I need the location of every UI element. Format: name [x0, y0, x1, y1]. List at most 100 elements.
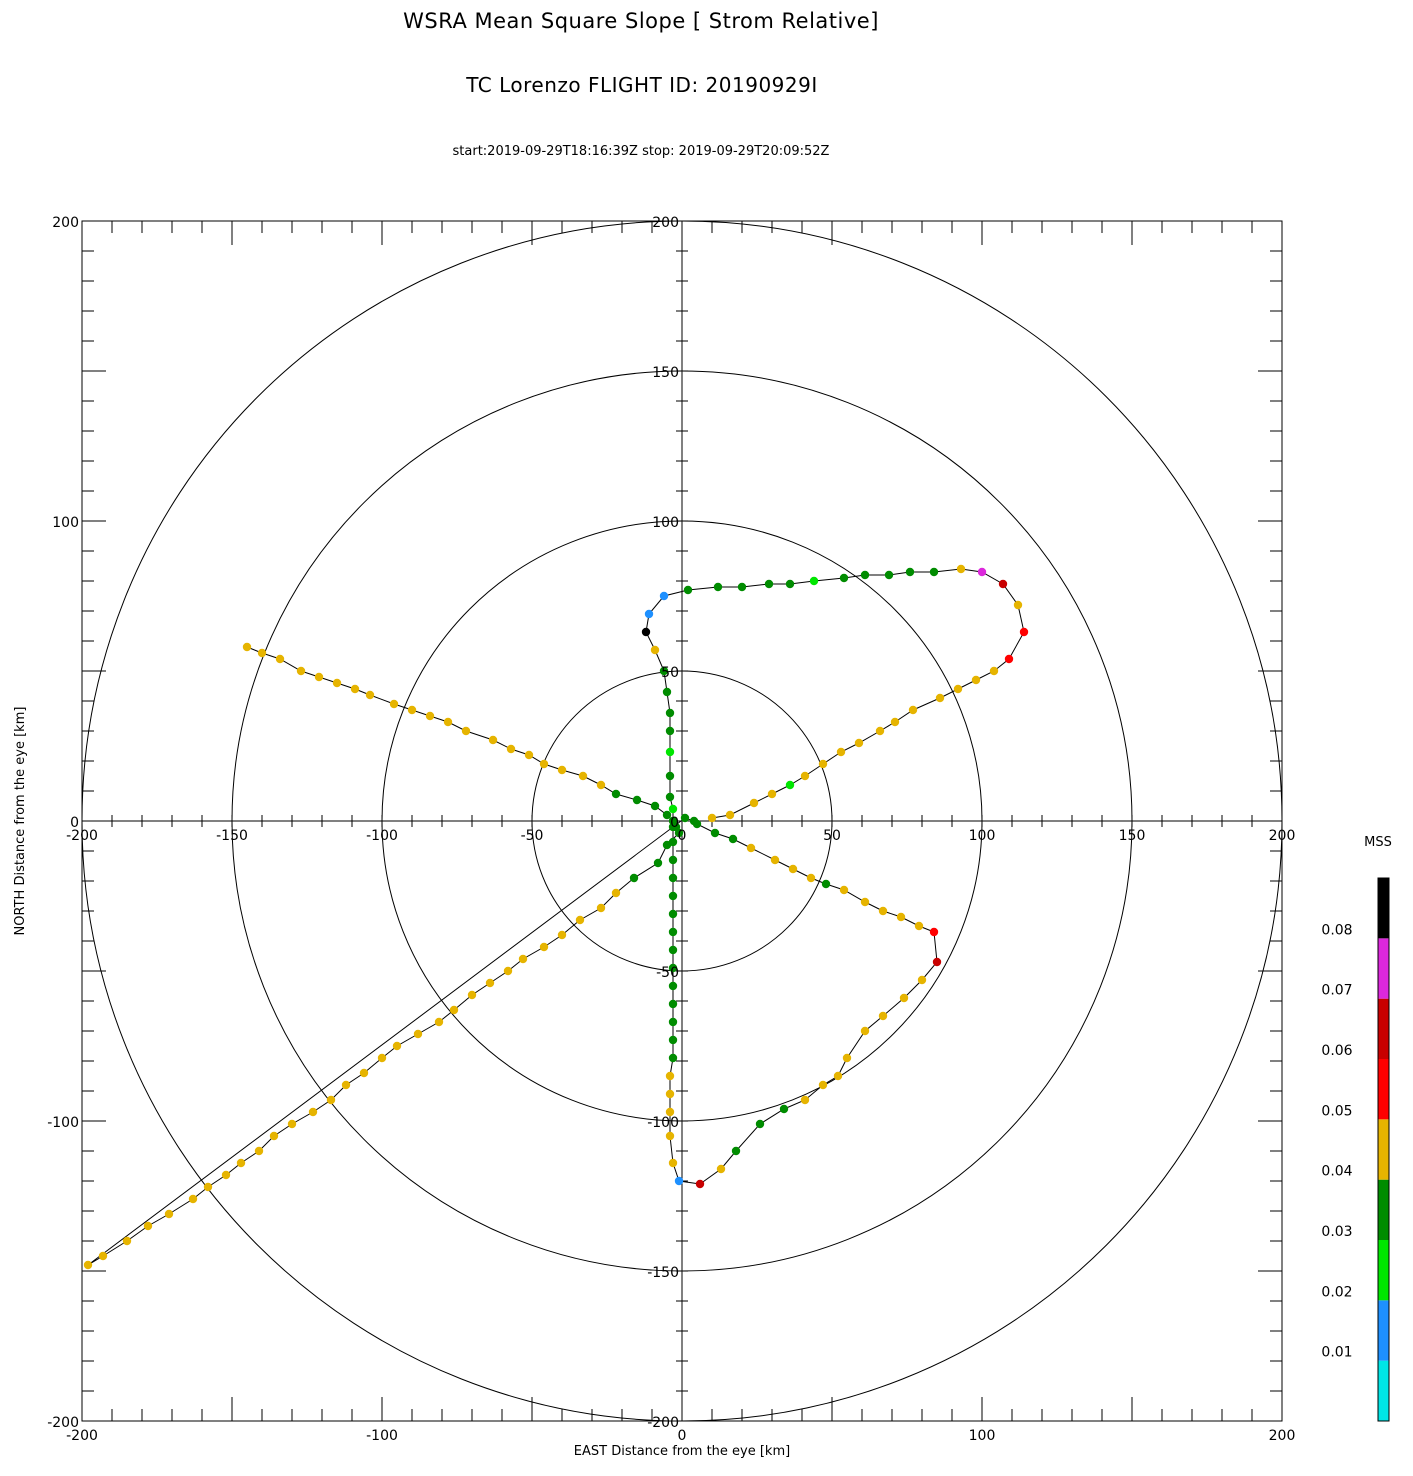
mss-point — [896, 912, 906, 922]
mss-point — [932, 957, 942, 967]
center-x-label: -50 — [521, 828, 544, 844]
mss-point — [650, 645, 660, 655]
mss-point — [878, 906, 888, 916]
mss-point — [611, 789, 621, 799]
mss-point — [764, 579, 774, 589]
center-y-label: 100 — [652, 515, 679, 531]
mss-point — [389, 699, 399, 709]
mss-point — [710, 828, 720, 838]
mss-point — [707, 813, 717, 823]
mss-point — [275, 654, 285, 664]
mss-point — [749, 798, 759, 808]
mss-point — [842, 1053, 852, 1063]
x-tick-label: -100 — [366, 1428, 398, 1444]
mss-point — [998, 579, 1008, 589]
y-tick-label: -100 — [47, 1115, 79, 1131]
mss-point — [425, 711, 435, 721]
mss-point — [800, 1095, 810, 1105]
mss-point — [341, 1080, 351, 1090]
mss-point — [350, 684, 360, 694]
mss-point — [674, 1176, 684, 1186]
mss-point — [899, 993, 909, 1003]
center-x-label: -200 — [66, 828, 98, 844]
mss-point — [539, 759, 549, 769]
colorbar-segment — [1378, 1360, 1389, 1421]
mss-point — [557, 765, 567, 775]
mss-point — [662, 687, 672, 697]
mss-point — [668, 927, 678, 937]
axis-labels: -200 -100 0 100 200 -200 -100 0 100 200 -200 -150 -1… — [47, 215, 1295, 1444]
mss-point — [665, 1071, 675, 1081]
mss-point — [665, 771, 675, 781]
mss-point — [674, 828, 684, 838]
mss-point — [557, 930, 567, 940]
mss-point — [596, 780, 606, 790]
colorbar-segment — [1378, 878, 1389, 939]
mss-point — [485, 978, 495, 988]
mss-point — [956, 564, 966, 574]
mss-point — [818, 759, 828, 769]
mss-point — [467, 990, 477, 1000]
center-x-label: 200 — [1269, 828, 1296, 844]
mss-point — [770, 855, 780, 865]
mss-point — [665, 1131, 675, 1141]
center-y-label: -200 — [647, 1415, 679, 1431]
y-tick-label: 200 — [52, 215, 79, 231]
colorbar-label: 0.05 — [1321, 1103, 1352, 1119]
mss-point — [377, 1053, 387, 1063]
mss-point — [668, 963, 678, 973]
mss-point — [662, 810, 672, 820]
mss-point — [365, 690, 375, 700]
mss-point — [728, 834, 738, 844]
center-y-label: 200 — [652, 215, 679, 231]
mss-point — [296, 666, 306, 676]
mss-point — [653, 858, 663, 868]
mss-point — [632, 795, 642, 805]
mss-point — [488, 735, 498, 745]
mss-point — [716, 1164, 726, 1174]
mss-point — [668, 804, 678, 814]
colorbar-label: 0.08 — [1321, 922, 1352, 938]
mss-point — [575, 915, 585, 925]
mss-point — [821, 879, 831, 889]
flight-track — [87, 568, 1025, 1266]
x-tick-label: 100 — [969, 1428, 996, 1444]
mss-point — [860, 570, 870, 580]
x-tick-label: 0 — [678, 1428, 687, 1444]
mss-point — [884, 570, 894, 580]
y-axis-title: NORTH Distance from the eye [km] — [13, 707, 28, 936]
mss-point — [785, 579, 795, 589]
colorbar-segment — [1378, 1179, 1389, 1240]
mss-point — [839, 573, 849, 583]
mss-point — [668, 1017, 678, 1027]
colorbar-segment — [1378, 998, 1389, 1059]
mss-point — [755, 1119, 765, 1129]
colorbar-segment — [1378, 938, 1389, 999]
mss-point — [434, 1017, 444, 1027]
colorbar-title: MSS — [1364, 835, 1392, 850]
y-tick-label: -200 — [47, 1415, 79, 1431]
mss-point — [188, 1194, 198, 1204]
mss-point — [665, 726, 675, 736]
colorbar-label: 0.03 — [1321, 1224, 1352, 1240]
mss-point — [443, 717, 453, 727]
mss-point — [1004, 654, 1014, 664]
mss-point — [665, 708, 675, 718]
mss-point — [908, 705, 918, 715]
chart-time-range: start:2019-09-29T18:16:39Z stop: 2019-09… — [452, 144, 830, 159]
mss-point — [731, 1146, 741, 1156]
mss-point — [878, 1011, 888, 1021]
mss-point — [308, 1107, 318, 1117]
mss-point — [917, 975, 927, 985]
colorbar-segment — [1378, 1240, 1389, 1301]
center-x-label: 50 — [823, 828, 841, 844]
mss-point — [668, 999, 678, 1009]
mss-point — [665, 747, 675, 757]
mss-point — [629, 873, 639, 883]
mss-point — [713, 582, 723, 592]
mss-point — [518, 954, 528, 964]
mss-point — [875, 726, 885, 736]
mss-point — [725, 810, 735, 820]
center-y-label: 150 — [652, 365, 679, 381]
